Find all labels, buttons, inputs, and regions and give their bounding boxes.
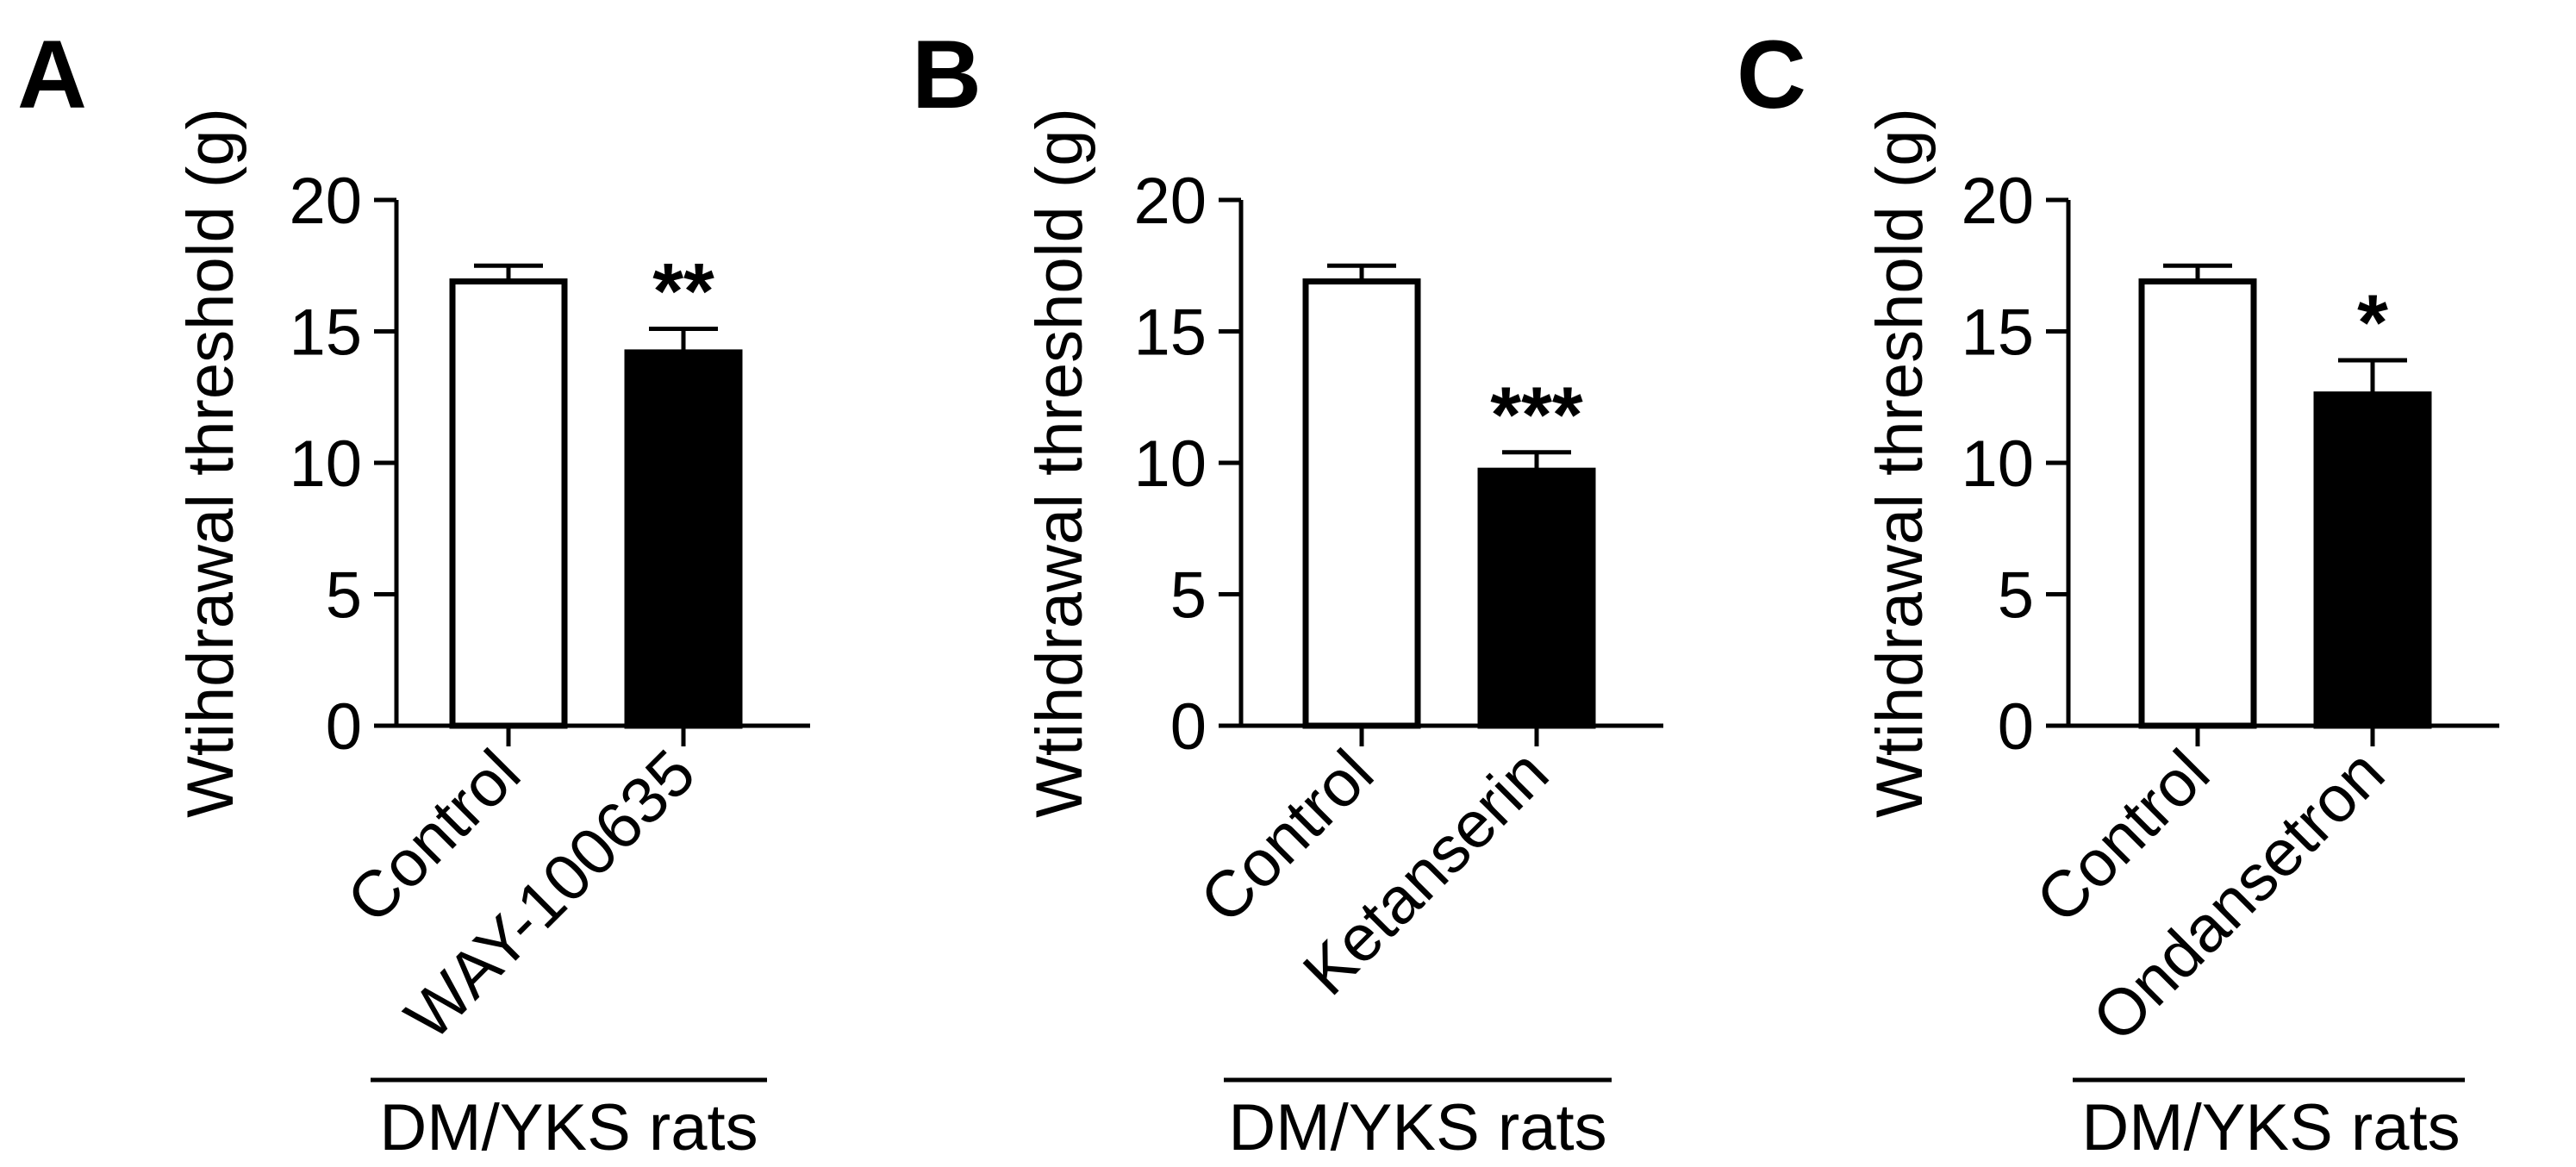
y-tick-label: 15: [1133, 296, 1207, 370]
bar-control: [2138, 278, 2257, 729]
y-tick-label: 0: [326, 690, 362, 764]
y-tick-label: 0: [1170, 690, 1207, 764]
y-axis-title: Wtihdrawal threshold (g): [174, 108, 247, 818]
bar-control: [449, 278, 568, 729]
bar-control: [1302, 278, 1421, 729]
panel-letter: C: [1737, 21, 1806, 128]
y-tick-label: 5: [1170, 559, 1207, 633]
significance-label: ***: [1490, 371, 1583, 459]
y-tick-label: 0: [1998, 690, 2034, 764]
panel-letter: B: [912, 21, 982, 128]
y-tick-label: 15: [1961, 296, 2034, 370]
bar-ondansetron: [2313, 391, 2432, 729]
y-axis-title: Wtihdrawal threshold (g): [1023, 108, 1096, 818]
panel-letter: A: [17, 21, 87, 128]
y-tick-label: 15: [289, 296, 362, 370]
significance-label: **: [652, 247, 714, 335]
y-tick-label: 20: [1133, 165, 1207, 238]
y-tick-label: 10: [1133, 427, 1207, 501]
y-tick-label: 20: [289, 165, 362, 238]
group-label: DM/YKS rats: [379, 1091, 758, 1164]
y-tick-label: 20: [1961, 165, 2034, 238]
y-tick-label: 5: [326, 559, 362, 633]
bar-ketanserin: [1477, 467, 1596, 729]
group-label: DM/YKS rats: [2081, 1091, 2460, 1164]
significance-label: *: [2357, 279, 2388, 367]
y-axis-title: Wtihdrawal threshold (g): [1863, 108, 1937, 818]
bar-way-100635: [624, 349, 743, 729]
y-tick-label: 5: [1998, 559, 2034, 633]
y-tick-label: 10: [289, 427, 362, 501]
group-label: DM/YKS rats: [1228, 1091, 1606, 1164]
y-tick-label: 10: [1961, 427, 2034, 501]
